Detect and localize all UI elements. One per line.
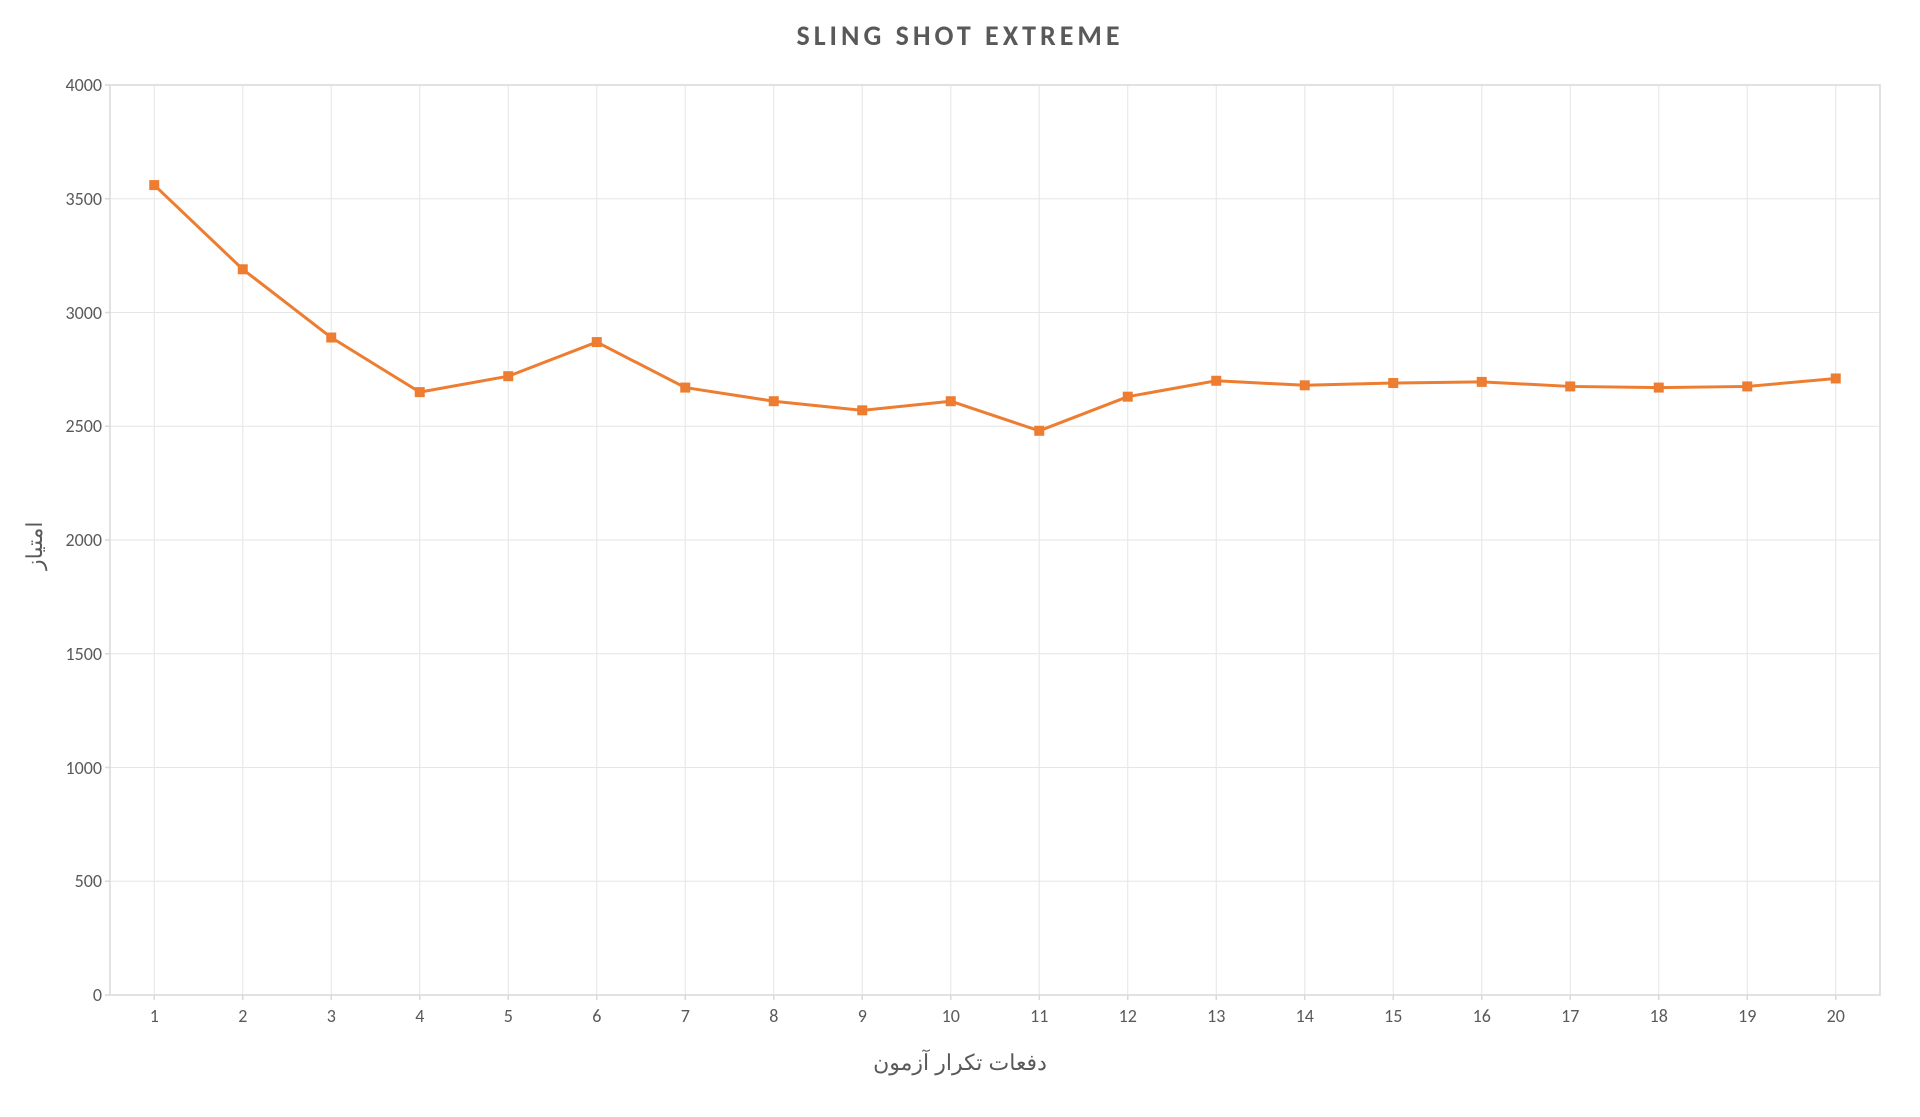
x-tick-label: 8 xyxy=(762,1005,786,1027)
y-tick-label: 4000 xyxy=(66,74,103,96)
x-tick-label: 3 xyxy=(319,1005,343,1027)
x-tick-label: 19 xyxy=(1735,1005,1759,1027)
x-tick-label: 5 xyxy=(496,1005,520,1027)
y-tick-label: 3000 xyxy=(66,302,103,324)
x-tick-label: 7 xyxy=(673,1005,697,1027)
y-tick-label: 500 xyxy=(75,870,102,892)
x-tick-label: 11 xyxy=(1027,1005,1051,1027)
y-tick-label: 1000 xyxy=(66,757,103,779)
chart-svg xyxy=(0,0,1920,1117)
x-tick-label: 17 xyxy=(1558,1005,1582,1027)
x-tick-label: 2 xyxy=(231,1005,255,1027)
x-tick-label: 20 xyxy=(1824,1005,1848,1027)
y-tick-label: 3500 xyxy=(66,188,103,210)
x-tick-label: 6 xyxy=(585,1005,609,1027)
x-tick-label: 9 xyxy=(850,1005,874,1027)
chart-container: SLING SHOT EXTREME امتیاز دفعات تکرار آز… xyxy=(0,0,1920,1117)
y-tick-label: 1500 xyxy=(66,643,103,665)
y-tick-label: 2000 xyxy=(66,529,103,551)
x-tick-label: 12 xyxy=(1116,1005,1140,1027)
x-tick-label: 14 xyxy=(1293,1005,1317,1027)
x-tick-label: 18 xyxy=(1647,1005,1671,1027)
x-tick-label: 4 xyxy=(408,1005,432,1027)
x-tick-label: 10 xyxy=(939,1005,963,1027)
x-tick-label: 13 xyxy=(1204,1005,1228,1027)
x-tick-label: 1 xyxy=(142,1005,166,1027)
x-tick-label: 15 xyxy=(1381,1005,1405,1027)
y-tick-label: 0 xyxy=(93,984,102,1006)
y-tick-label: 2500 xyxy=(66,415,103,437)
x-tick-label: 16 xyxy=(1470,1005,1494,1027)
